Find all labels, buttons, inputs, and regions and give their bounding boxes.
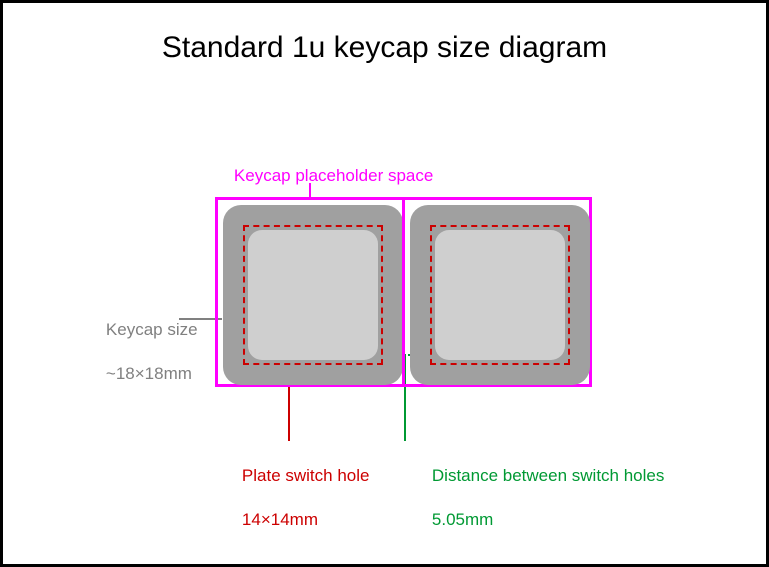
distance-label-line1: Distance between switch holes: [432, 466, 664, 485]
placeholder-label-line1: Keycap placeholder space: [234, 166, 433, 185]
switch-hole-label: Plate switch hole 14×14mm: [223, 443, 369, 553]
distance-label: Distance between switch holes 5.05mm: [413, 443, 664, 553]
switch-hole-1: [243, 225, 383, 365]
keycap-cells: [215, 197, 595, 387]
keycap-size-label-line1: Keycap size: [106, 320, 198, 339]
switch-hole-label-line1: Plate switch hole: [242, 466, 370, 485]
distance-label-line2: 5.05mm: [432, 510, 493, 529]
keycap-size-label: Keycap size ~18×18mm: [87, 297, 198, 407]
switch-hole-2: [430, 225, 570, 365]
diagram-frame: Standard 1u keycap size diagram Keycap p…: [0, 0, 769, 567]
keycap-size-label-line2: ~18×18mm: [106, 364, 192, 383]
switch-hole-label-line2: 14×14mm: [242, 510, 318, 529]
placeholder-cell-2: [402, 197, 592, 387]
placeholder-leader-line: [309, 183, 311, 197]
placeholder-cell-1: [215, 197, 405, 387]
diagram-title: Standard 1u keycap size diagram: [3, 31, 766, 65]
